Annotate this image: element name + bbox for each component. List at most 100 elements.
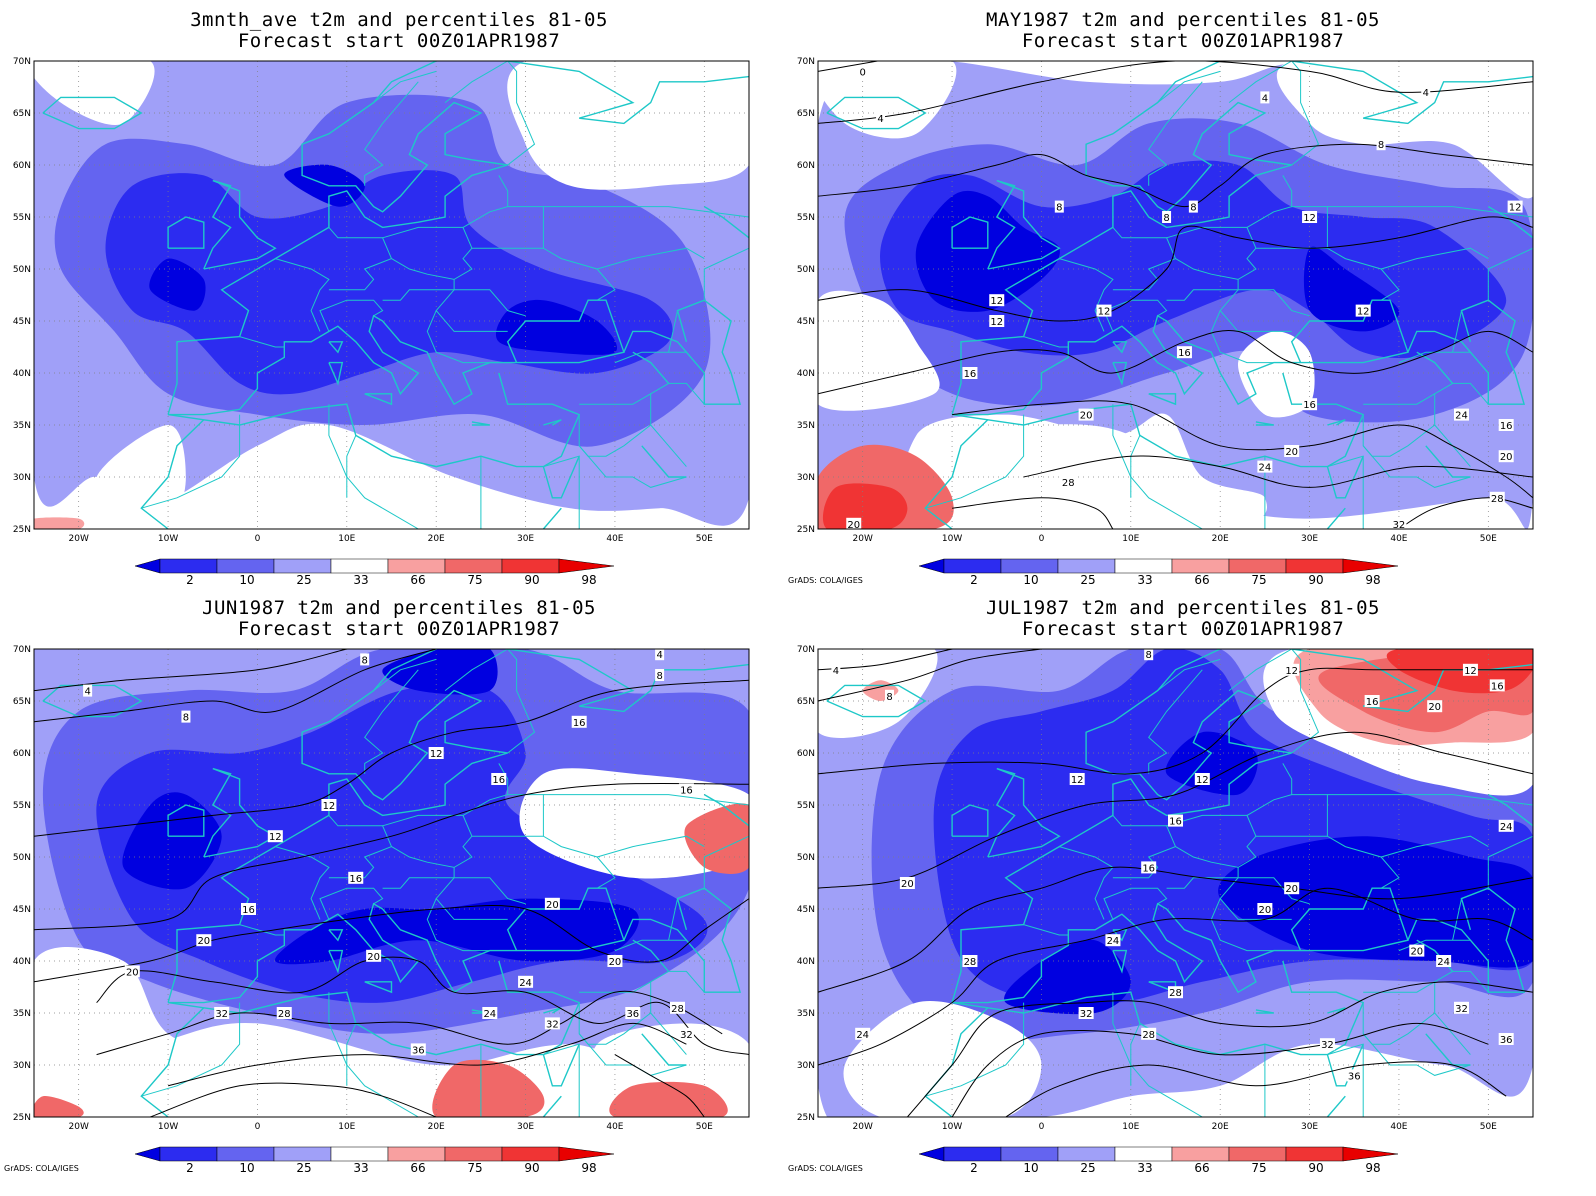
isotherm-label: 20 <box>1500 452 1513 463</box>
colorbar-segment <box>444 1146 503 1162</box>
lat-tick-label: 70N <box>797 57 815 67</box>
isotherm-label: 24 <box>1500 822 1513 833</box>
map-plot: 70N 65N 60N 55N 50N 45N 40N 35N 30N 25N 20W 10W 0 10E… <box>13 57 750 587</box>
isotherm-label: 4 <box>1262 93 1268 104</box>
colorbar-segment <box>216 558 275 574</box>
isotherm-label-bg <box>1498 819 1514 832</box>
coastline <box>1112 949 1128 974</box>
isotherm-label: 32 <box>1080 1009 1093 1020</box>
lon-tick-label: 40E <box>606 1122 623 1132</box>
coastline <box>826 684 927 718</box>
percentile-shade <box>843 1001 1042 1117</box>
isotherm-label-bg <box>181 710 191 723</box>
coastline <box>364 393 393 406</box>
lat-tick-label: 40N <box>797 957 815 967</box>
coastline <box>987 179 1061 270</box>
border-line <box>141 1002 241 1097</box>
isotherm-label: 28 <box>1142 1030 1155 1041</box>
isotherm-label-bg <box>276 1007 292 1019</box>
percentile-shade <box>818 61 957 139</box>
isotherm-label: 8 <box>183 713 189 724</box>
isotherm-label-bg <box>1319 1038 1335 1051</box>
isotherm-label: 8 <box>362 655 368 666</box>
isotherm-label: 12 <box>269 832 282 843</box>
coastline <box>924 419 989 529</box>
border-line <box>543 206 749 218</box>
border-line <box>507 61 536 166</box>
isotherm-label: 12 <box>990 296 1003 307</box>
coastline <box>507 649 749 713</box>
border-line <box>1166 814 1257 868</box>
isotherm-label: 8 <box>1378 140 1384 151</box>
coastline <box>328 929 344 942</box>
border-line <box>373 658 437 691</box>
coastline <box>167 960 581 1056</box>
colorbar-segment <box>501 1146 560 1162</box>
colorbar-segment <box>1114 558 1173 574</box>
colorbar-segment <box>216 1146 275 1162</box>
colorbar-label: 75 <box>467 1161 482 1175</box>
isotherm-label-bg <box>1376 138 1386 151</box>
isotherm-label: 32 <box>1321 1040 1334 1051</box>
colorbar-segment <box>1285 1146 1344 1162</box>
lon-tick-label: 40E <box>606 534 623 544</box>
border-line <box>1362 445 1471 488</box>
colorbar-segment <box>1228 558 1287 574</box>
colorbar-segment <box>1171 558 1230 574</box>
coastline <box>364 981 393 994</box>
isotherm-label-bg <box>544 1017 560 1030</box>
colorbar-segment <box>330 558 389 574</box>
lat-tick-label: 25N <box>797 525 815 535</box>
isotherm-label-bg <box>491 773 507 785</box>
coastline <box>1326 507 1346 529</box>
lat-tick-label: 25N <box>13 525 31 535</box>
border-line <box>578 445 687 488</box>
lon-tick-label: 20W <box>69 1122 89 1132</box>
border-line <box>1148 81 1203 186</box>
isotherm-label: 20 <box>1285 447 1298 458</box>
colorbar-label: 66 <box>1194 573 1209 587</box>
isotherm-label-bg <box>607 955 623 967</box>
border-line <box>1157 70 1221 103</box>
lat-tick-label: 30N <box>13 1061 31 1071</box>
isotherm-label-bg <box>1284 882 1300 895</box>
isotherm-label-bg <box>321 799 337 811</box>
isotherm-label-bg <box>1355 304 1371 317</box>
isotherm-label: 28 <box>1169 988 1182 999</box>
border-line <box>1398 351 1471 364</box>
percentile-shade <box>149 258 206 311</box>
isotherm-label-bg <box>1069 773 1085 785</box>
isotherm-line <box>818 887 1533 1066</box>
isotherm-label: 24 <box>856 1030 869 1041</box>
colorbar-segment <box>1171 1146 1230 1162</box>
colorbar-label: 25 <box>296 573 311 587</box>
lat-tick-label: 60N <box>797 161 815 171</box>
border-line <box>668 835 749 941</box>
isotherm-label-bg <box>196 934 212 947</box>
border-line <box>319 887 384 920</box>
isotherm-label: 20 <box>609 957 622 968</box>
percentile-shade <box>901 413 1267 529</box>
isotherm-label: 8 <box>656 671 662 682</box>
coastline <box>168 299 625 416</box>
border-line <box>1246 763 1293 816</box>
isotherm-line <box>818 667 1533 775</box>
colorbar-label: 33 <box>1137 1161 1152 1175</box>
border-line <box>454 877 526 905</box>
isotherm-label: 36 <box>1500 1035 1513 1046</box>
isotherm-label: 8 <box>1190 203 1196 214</box>
panel-3mnth-ave: 3mnth_ave t2m and percentiles 81-05 Fore… <box>0 0 798 598</box>
border-line <box>1112 992 1132 1086</box>
colorbar-segment <box>159 558 218 574</box>
border-line <box>275 258 330 332</box>
colorbar-segment <box>1000 1146 1059 1162</box>
lat-tick-label: 70N <box>13 57 31 67</box>
lon-tick-label: 20E <box>428 1122 445 1132</box>
coastline <box>641 1033 687 1066</box>
isotherm-label: 8 <box>1163 213 1169 224</box>
border-line <box>1362 1033 1471 1076</box>
lon-tick-label: 0 <box>1039 1122 1045 1132</box>
border-line <box>668 247 749 353</box>
coastline <box>1255 421 1274 426</box>
isotherm-line <box>34 679 749 837</box>
